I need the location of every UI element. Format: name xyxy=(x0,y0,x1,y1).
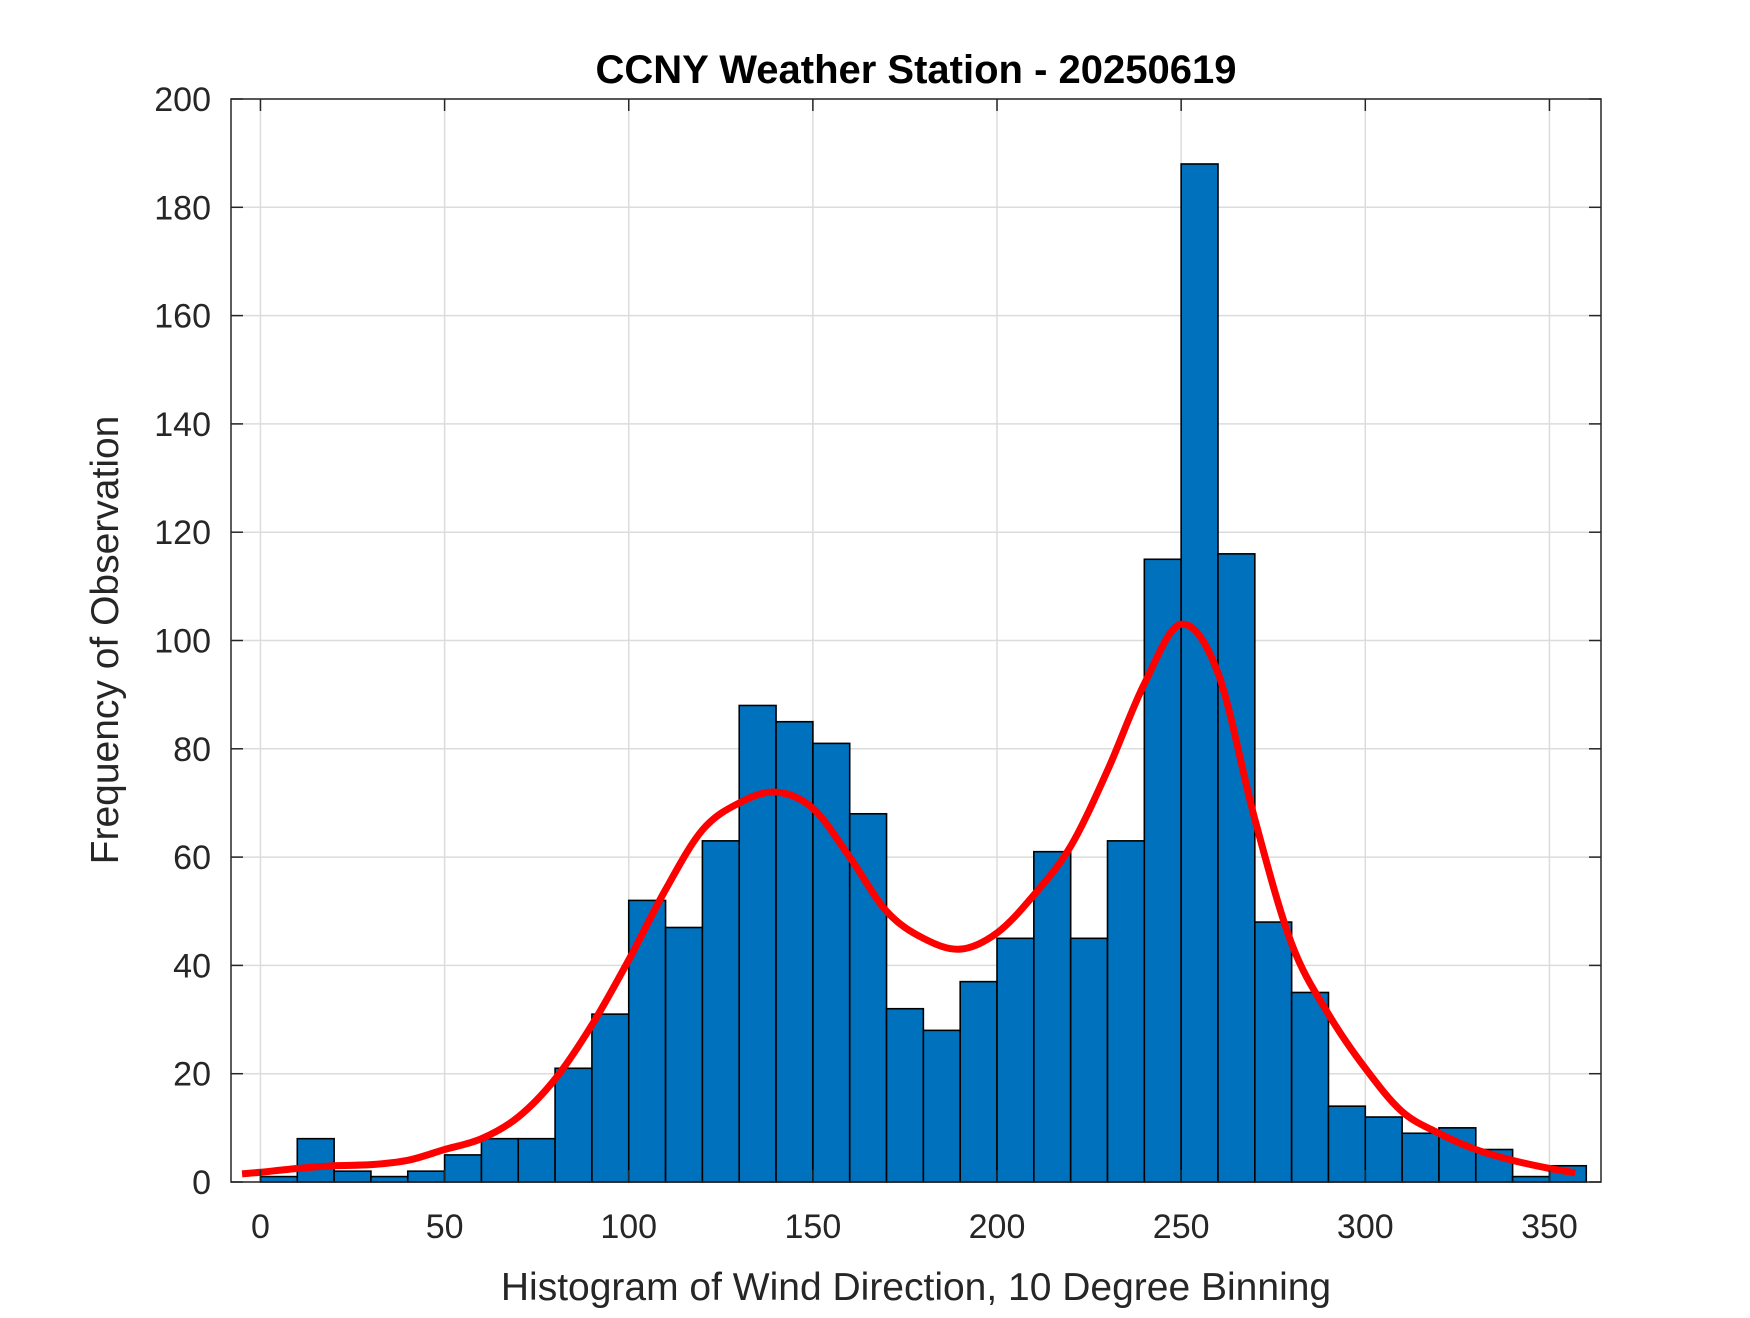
y-tick-label: 0 xyxy=(192,1164,211,1202)
histogram-bar xyxy=(333,1170,372,1183)
chart-title: CCNY Weather Station - 20250619 xyxy=(596,48,1237,92)
tick-marks xyxy=(231,98,1601,1183)
x-tick-label: 250 xyxy=(1153,1208,1210,1246)
histogram-bar xyxy=(1511,1175,1551,1183)
histogram-bar xyxy=(517,1137,556,1183)
x-tick-label: 350 xyxy=(1521,1208,1578,1246)
x-tick-label: 50 xyxy=(426,1208,464,1246)
histogram-bar xyxy=(885,1007,925,1183)
histogram-bar xyxy=(259,1175,299,1183)
x-tick-label: 0 xyxy=(251,1208,270,1246)
histogram-bar xyxy=(1290,991,1330,1183)
y-tick-label: 60 xyxy=(173,839,211,877)
y-tick-label: 40 xyxy=(173,947,211,985)
y-tick-label: 100 xyxy=(154,623,211,661)
histogram-bar xyxy=(1364,1116,1403,1183)
histogram-bar xyxy=(1254,921,1293,1183)
histogram-bar xyxy=(480,1137,520,1183)
histogram-bar xyxy=(554,1067,593,1183)
x-tick-label: 300 xyxy=(1337,1208,1394,1246)
histogram-bar xyxy=(701,840,741,1183)
histogram-bar xyxy=(1069,937,1109,1183)
y-tick-label: 180 xyxy=(154,189,211,227)
histogram-bar xyxy=(1401,1132,1440,1183)
fit-curve xyxy=(241,620,1576,1178)
x-axis-label: Histogram of Wind Direction, 10 Degree B… xyxy=(501,1266,1331,1309)
histogram-bar xyxy=(1180,163,1219,1183)
histogram-bar xyxy=(406,1170,446,1183)
histogram-bar xyxy=(996,937,1035,1183)
histogram-bar xyxy=(959,980,998,1183)
y-tick-label: 20 xyxy=(173,1056,211,1094)
histogram-bar xyxy=(922,1029,961,1183)
y-tick-label: 160 xyxy=(154,298,211,336)
x-tick-labels: 0 50 100 150 200 250 300 350 xyxy=(251,1208,1578,1246)
histogram-bar xyxy=(664,926,704,1183)
y-tick-labels: 0 20 40 60 80 100 120 140 160 180 200 xyxy=(154,81,211,1202)
histogram-bar xyxy=(1106,840,1146,1183)
y-tick-label: 200 xyxy=(154,81,211,119)
histogram-bar xyxy=(738,704,777,1183)
y-tick-label: 80 xyxy=(173,731,211,769)
histogram-bar xyxy=(1217,553,1256,1183)
histogram-bar xyxy=(443,1154,483,1183)
y-axis-label: Frequency of Observation xyxy=(84,416,127,865)
y-tick-label: 120 xyxy=(154,514,211,552)
histogram-bar xyxy=(370,1175,409,1183)
x-tick-label: 150 xyxy=(785,1208,842,1246)
histogram-bar xyxy=(296,1137,335,1183)
y-tick-label: 140 xyxy=(154,406,211,444)
x-tick-label: 200 xyxy=(969,1208,1026,1246)
x-tick-label: 100 xyxy=(600,1208,657,1246)
histogram-bar xyxy=(1327,1105,1367,1183)
histogram-bar xyxy=(848,812,888,1183)
histogram-bar xyxy=(1033,850,1072,1183)
histogram-bar xyxy=(591,1013,630,1183)
